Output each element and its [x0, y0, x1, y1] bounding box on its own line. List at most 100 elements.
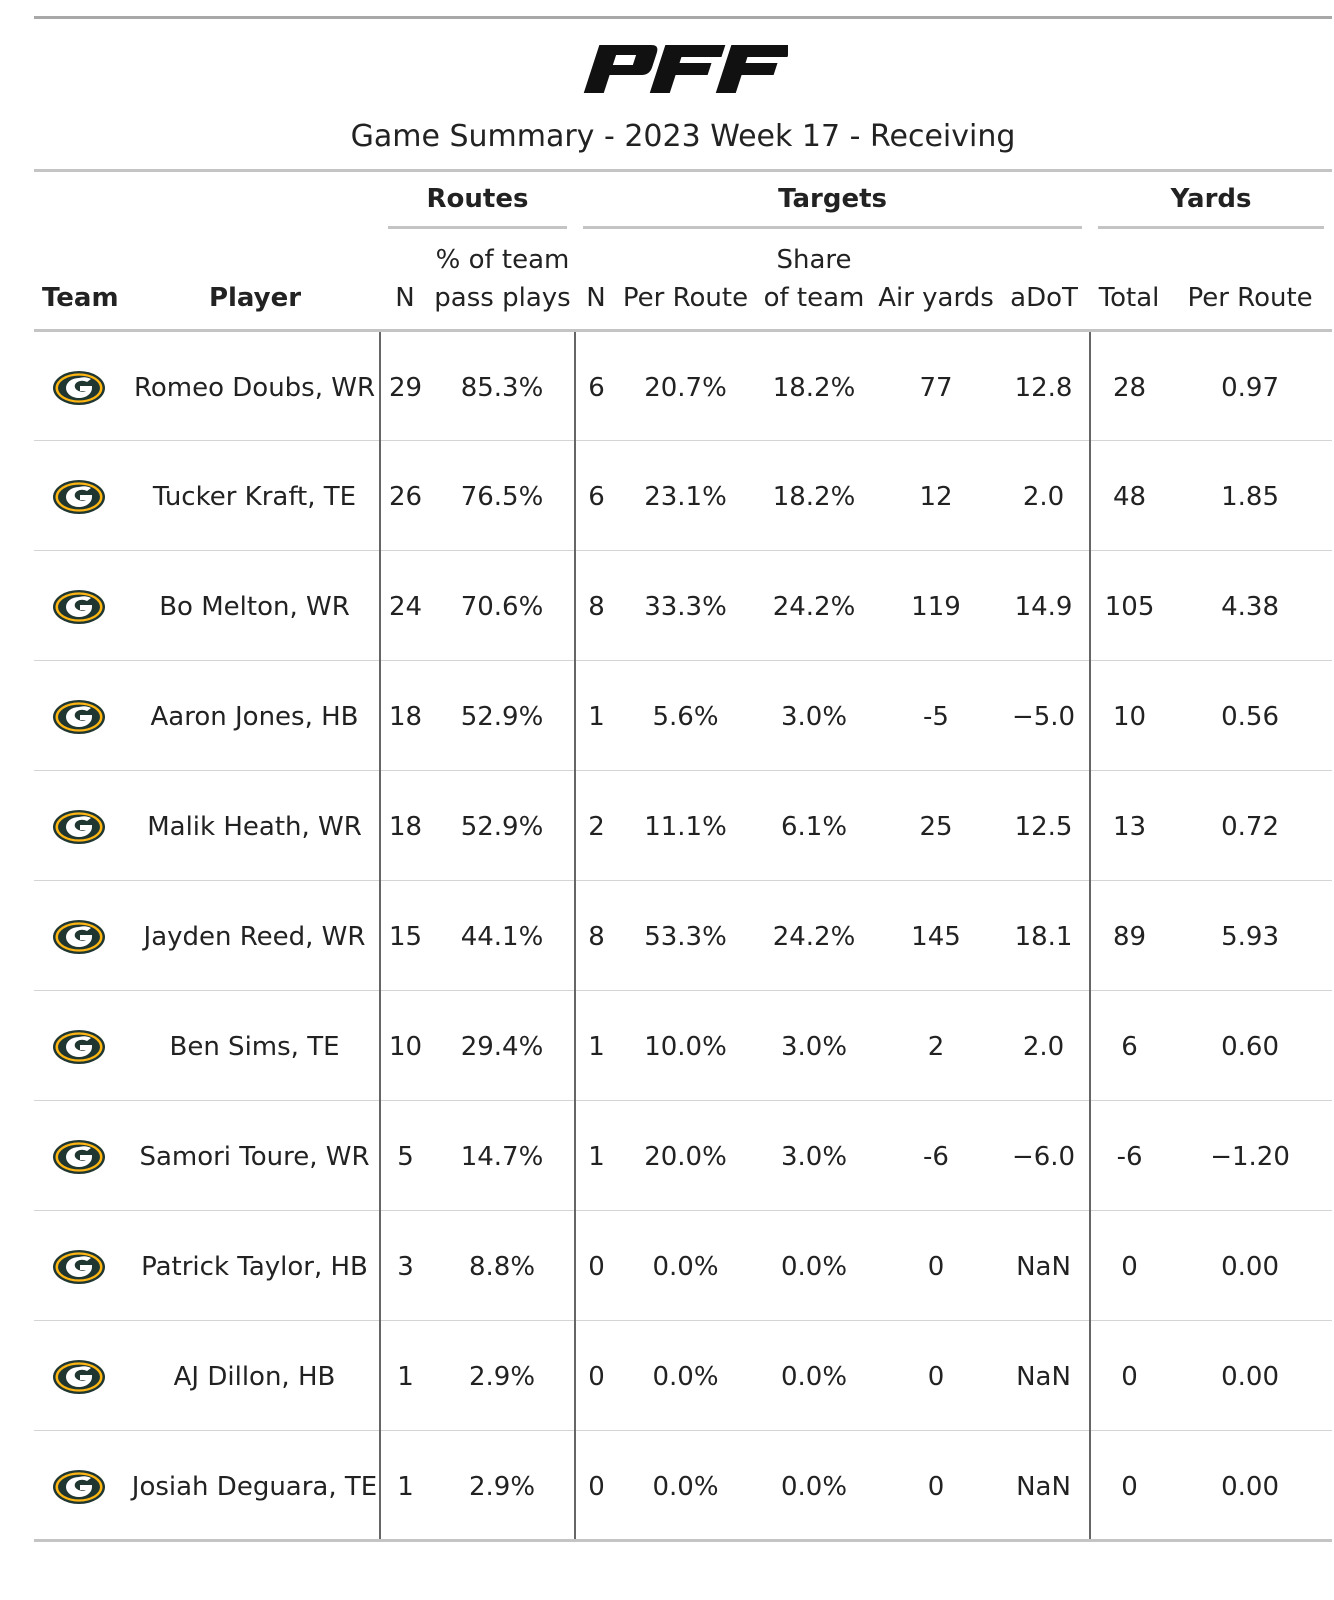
col-routes-n[interactable]: N [380, 232, 430, 332]
table-row[interactable]: Malik Heath, WR 18 52.9% 2 11.1% 6.1% 25 12.5 13… [34, 770, 1333, 881]
yards-total: 6 [1090, 990, 1169, 1101]
col-targets-per-route[interactable]: Per Route [617, 232, 754, 332]
col-routes-pct[interactable]: % of team pass plays [430, 232, 575, 332]
targets-share: 6.1% [754, 770, 874, 881]
targets-per-route: 23.1% [617, 440, 754, 551]
packers-logo-icon [52, 1030, 106, 1064]
yards-total: -6 [1090, 1100, 1169, 1211]
adot: −5.0 [998, 660, 1092, 771]
routes-n: 29 [380, 330, 430, 441]
routes-n: 3 [380, 1210, 430, 1321]
table-row[interactable]: Tucker Kraft, TE 26 76.5% 6 23.1% 18.2% 12 2.0 4… [34, 440, 1333, 551]
targets-n: 0 [575, 1320, 617, 1431]
adot: NaN [998, 1320, 1092, 1431]
table-row[interactable]: Aaron Jones, HB 18 52.9% 1 5.6% 3.0% -5 −5.0 10 0… [34, 660, 1333, 771]
table-row[interactable]: Josiah Deguara, TE 1 2.9% 0 0.0% 0.0% 0 NaN 0 0.0… [34, 1430, 1333, 1542]
col-targets-share[interactable]: Share of team [754, 232, 874, 332]
col-team[interactable]: Team [34, 232, 130, 332]
team-cell [34, 1320, 130, 1431]
top-divider [34, 16, 1332, 19]
adot: NaN [998, 1430, 1092, 1542]
yards-per-route: −1.20 [1168, 1100, 1333, 1211]
col-targets-n[interactable]: N [575, 232, 617, 332]
packers-logo-icon [52, 1250, 106, 1284]
routes-pct: 52.9% [430, 770, 576, 881]
table-row[interactable]: AJ Dillon, HB 1 2.9% 0 0.0% 0.0% 0 NaN 0 0.00 [34, 1320, 1333, 1431]
group-yards: Yards [1090, 172, 1332, 232]
group-spacer [34, 172, 380, 232]
targets-per-route: 0.0% [617, 1430, 754, 1542]
routes-n: 1 [380, 1430, 430, 1542]
team-cell [34, 1430, 130, 1542]
targets-per-route: 0.0% [617, 1210, 754, 1321]
routes-n: 26 [380, 440, 430, 551]
table-row[interactable]: Romeo Doubs, WR 29 85.3% 6 20.7% 18.2% 77 12.8 2… [34, 330, 1333, 441]
targets-share: 24.2% [754, 550, 874, 661]
yards-per-route: 0.56 [1168, 660, 1333, 771]
team-cell [34, 880, 130, 991]
table-row[interactable]: Samori Toure, WR 5 14.7% 1 20.0% 3.0% -6 −6.0 -6… [34, 1100, 1333, 1211]
targets-share: 0.0% [754, 1430, 874, 1542]
routes-pct: 2.9% [430, 1320, 576, 1431]
targets-per-route: 10.0% [617, 990, 754, 1101]
report-subtitle: Game Summary - 2023 Week 17 - Receiving [350, 119, 1016, 154]
table-row[interactable]: Jayden Reed, WR 15 44.1% 8 53.3% 24.2% 145 18.1… [34, 880, 1333, 991]
player-name: Malik Heath, WR [130, 770, 381, 881]
targets-n: 0 [575, 1430, 617, 1542]
column-header-row: Team Player N % of team pass plays N Per … [34, 232, 1333, 332]
adot: 14.9 [998, 550, 1092, 661]
routes-pct: 85.3% [430, 330, 576, 441]
targets-n: 1 [575, 990, 617, 1101]
yards-total: 89 [1090, 880, 1169, 991]
receiving-table: Routes Targets Yards Team Player N % of … [34, 172, 1333, 1542]
group-routes: Routes [380, 172, 575, 232]
yards-per-route: 1.85 [1168, 440, 1333, 551]
adot: 2.0 [998, 440, 1092, 551]
group-targets: Targets [575, 172, 1090, 232]
yards-total: 105 [1090, 550, 1169, 661]
team-cell [34, 440, 130, 551]
air-yards: -5 [874, 660, 998, 771]
routes-pct: 8.8% [430, 1210, 576, 1321]
yards-total: 13 [1090, 770, 1169, 881]
routes-pct: 44.1% [430, 880, 576, 991]
yards-per-route: 0.72 [1168, 770, 1333, 881]
packers-logo-icon [52, 480, 106, 514]
air-yards: 77 [874, 330, 998, 441]
team-cell [34, 1210, 130, 1321]
targets-share: 18.2% [754, 330, 874, 441]
table-row[interactable]: Patrick Taylor, HB 3 8.8% 0 0.0% 0.0% 0 NaN 0 0.0… [34, 1210, 1333, 1321]
title-divider [34, 169, 1332, 172]
air-yards: 0 [874, 1320, 998, 1431]
targets-n: 6 [575, 440, 617, 551]
table-row[interactable]: Bo Melton, WR 24 70.6% 8 33.3% 24.2% 119 14.9 10… [34, 550, 1333, 661]
yards-per-route: 0.00 [1168, 1430, 1333, 1542]
col-adot[interactable]: aDoT [998, 232, 1091, 332]
player-name: Tucker Kraft, TE [130, 440, 381, 551]
col-air-yards[interactable]: Air yards [874, 232, 998, 332]
col-yards-per-route[interactable]: Per Route [1168, 232, 1333, 332]
packers-logo-icon [52, 370, 106, 405]
table-row[interactable]: Ben Sims, TE 10 29.4% 1 10.0% 3.0% 2 2.0 6 0.60 [34, 990, 1333, 1101]
yards-per-route: 0.97 [1168, 330, 1333, 441]
air-yards: 12 [874, 440, 998, 551]
table-body: Romeo Doubs, WR 29 85.3% 6 20.7% 18.2% 77 12.8 2… [34, 330, 1333, 1542]
air-yards: 0 [874, 1210, 998, 1321]
routes-pct: 76.5% [430, 440, 576, 551]
yards-total: 28 [1090, 330, 1169, 441]
targets-n: 6 [575, 330, 617, 441]
packers-logo-icon [52, 1469, 106, 1504]
routes-pct: 29.4% [430, 990, 576, 1101]
col-yards-total[interactable]: Total [1090, 232, 1169, 332]
routes-n: 10 [380, 990, 430, 1101]
column-group-header: Routes Targets Yards [34, 172, 1332, 232]
team-cell [34, 330, 130, 441]
packers-logo-icon [52, 1360, 106, 1394]
player-name: Aaron Jones, HB [130, 660, 381, 771]
team-cell [34, 1100, 130, 1211]
col-player[interactable]: Player [130, 232, 380, 332]
player-name: Bo Melton, WR [130, 550, 381, 661]
player-name: Ben Sims, TE [130, 990, 381, 1101]
targets-share: 3.0% [754, 990, 874, 1101]
targets-per-route: 11.1% [617, 770, 754, 881]
